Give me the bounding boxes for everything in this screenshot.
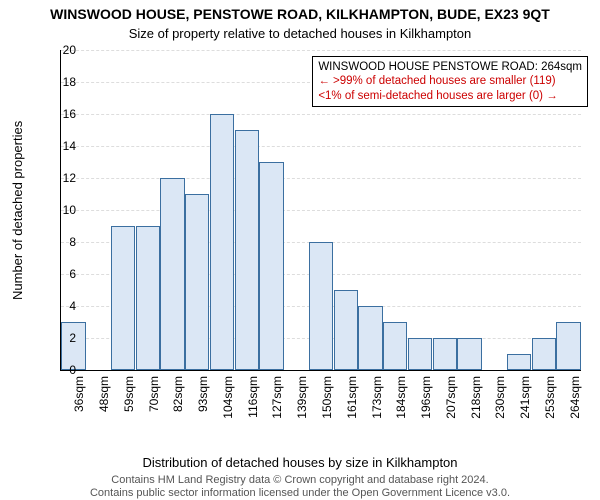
x-tick-label: 230sqm [493, 376, 507, 426]
histogram-bar [383, 322, 407, 370]
x-tick-label: 59sqm [122, 376, 136, 426]
footer-line2: Contains public sector information licen… [0, 487, 600, 499]
x-tick-label: 218sqm [469, 376, 483, 426]
y-tick-label: 8 [46, 235, 76, 249]
chart-container: WINSWOOD HOUSE, PENSTOWE ROAD, KILKHAMPT… [0, 0, 600, 500]
gridline [61, 210, 581, 211]
x-tick-label: 93sqm [196, 376, 210, 426]
x-axis-label: Distribution of detached houses by size … [0, 455, 600, 470]
x-tick-label: 264sqm [568, 376, 582, 426]
y-tick-label: 10 [46, 203, 76, 217]
gridline [61, 178, 581, 179]
x-tick-label: 207sqm [444, 376, 458, 426]
y-tick-label: 2 [46, 331, 76, 345]
chart-title-line1: WINSWOOD HOUSE, PENSTOWE ROAD, KILKHAMPT… [0, 6, 600, 22]
histogram-bar [160, 178, 184, 370]
x-tick-label: 104sqm [221, 376, 235, 426]
x-tick-label: 48sqm [97, 376, 111, 426]
histogram-bar [408, 338, 432, 370]
gridline [61, 146, 581, 147]
histogram-bar [457, 338, 481, 370]
y-tick-label: 16 [46, 107, 76, 121]
histogram-bar [309, 242, 333, 370]
histogram-bar [259, 162, 283, 370]
chart-title-line2: Size of property relative to detached ho… [0, 26, 600, 41]
y-tick-label: 18 [46, 75, 76, 89]
annotation-line1: WINSWOOD HOUSE PENSTOWE ROAD: 264sqm [318, 60, 582, 74]
x-tick-label: 161sqm [345, 376, 359, 426]
histogram-bar [334, 290, 358, 370]
y-tick-label: 6 [46, 267, 76, 281]
histogram-bar [532, 338, 556, 370]
x-tick-label: 139sqm [295, 376, 309, 426]
x-tick-label: 184sqm [394, 376, 408, 426]
histogram-bar [507, 354, 531, 370]
histogram-bar [433, 338, 457, 370]
y-tick-label: 20 [46, 43, 76, 57]
annotation-box: WINSWOOD HOUSE PENSTOWE ROAD: 264sqm ← >… [312, 56, 588, 107]
x-tick-label: 36sqm [72, 376, 86, 426]
histogram-bar [358, 306, 382, 370]
x-tick-label: 173sqm [370, 376, 384, 426]
histogram-bar [556, 322, 580, 370]
y-axis-label: Number of detached properties [10, 120, 25, 299]
footer-line1: Contains HM Land Registry data © Crown c… [0, 474, 600, 486]
y-tick-label: 4 [46, 299, 76, 313]
histogram-bar [235, 130, 259, 370]
histogram-bar [210, 114, 234, 370]
x-tick-label: 196sqm [419, 376, 433, 426]
x-tick-label: 82sqm [171, 376, 185, 426]
x-tick-label: 253sqm [543, 376, 557, 426]
histogram-bar [185, 194, 209, 370]
y-tick-label: 12 [46, 171, 76, 185]
y-tick-label: 0 [46, 363, 76, 377]
histogram-bar [136, 226, 160, 370]
x-tick-label: 127sqm [270, 376, 284, 426]
gridline [61, 114, 581, 115]
annotation-line2: ← >99% of detached houses are smaller (1… [318, 74, 582, 88]
x-tick-label: 70sqm [147, 376, 161, 426]
gridline [61, 50, 581, 51]
y-tick-label: 14 [46, 139, 76, 153]
x-tick-label: 116sqm [246, 376, 260, 426]
annotation-line3: <1% of semi-detached houses are larger (… [318, 89, 582, 103]
x-tick-label: 150sqm [320, 376, 334, 426]
x-tick-label: 241sqm [518, 376, 532, 426]
histogram-bar [111, 226, 135, 370]
